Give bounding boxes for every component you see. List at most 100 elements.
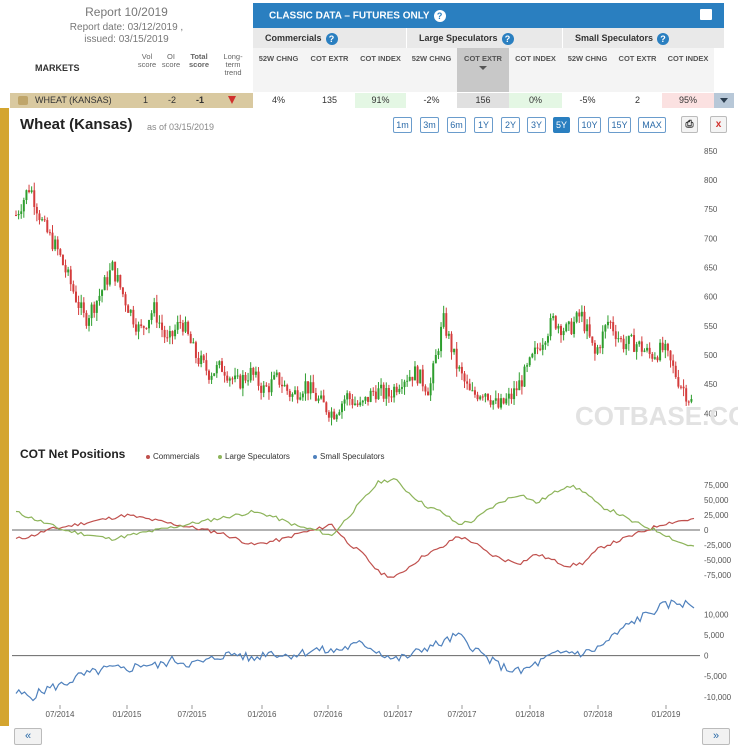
- candle-body: [301, 393, 304, 398]
- candle-body: [108, 270, 111, 285]
- range-button-3y[interactable]: 3Y: [527, 117, 546, 133]
- legend-large-speculators[interactable]: Large Speculators: [218, 452, 290, 461]
- candle-body: [189, 333, 192, 344]
- range-button-6m[interactable]: 6m: [447, 117, 466, 133]
- range-button-2y[interactable]: 2Y: [501, 117, 520, 133]
- candle-body: [679, 386, 682, 388]
- candle-body: [367, 396, 370, 402]
- vol-score-header[interactable]: Vol score: [137, 52, 157, 69]
- candle-body: [398, 388, 401, 393]
- market-name[interactable]: WHEAT (KANSAS): [35, 95, 112, 105]
- sub-header-cot-index[interactable]: COT INDEX: [662, 48, 714, 92]
- prev-button[interactable]: «: [14, 728, 42, 745]
- candle-body: [82, 302, 85, 313]
- range-button-10y[interactable]: 10Y: [578, 117, 601, 133]
- small-speculators-line: [15, 599, 695, 702]
- candle-body: [280, 384, 283, 387]
- price-y-tick: 450: [704, 380, 718, 389]
- candle-body: [59, 249, 62, 255]
- candle-body: [15, 215, 17, 217]
- next-button[interactable]: »: [702, 728, 730, 745]
- candle-body: [390, 396, 393, 398]
- candle-body: [364, 396, 367, 401]
- question-icon[interactable]: ?: [325, 32, 338, 45]
- question-icon[interactable]: ?: [501, 32, 514, 45]
- candle-body: [95, 300, 98, 313]
- sub-header-cot-extr-sorted[interactable]: COT EXTR: [457, 48, 509, 92]
- close-button[interactable]: x: [710, 116, 727, 133]
- candle-body: [147, 320, 150, 329]
- legend-small-speculators[interactable]: Small Speculators: [313, 452, 384, 461]
- sub-header-52w[interactable]: 52W CHNG: [562, 48, 613, 92]
- sub-header-cot-extr[interactable]: COT EXTR: [613, 48, 662, 92]
- candle-body: [309, 382, 312, 394]
- sub-header-52w[interactable]: 52W CHNG: [406, 48, 457, 92]
- candle-body: [567, 321, 570, 325]
- x-tick-label: 01/2018: [516, 710, 545, 719]
- question-icon[interactable]: ?: [433, 10, 446, 22]
- candle-body: [463, 373, 466, 382]
- watermark: COTBASE.COM: [575, 401, 738, 431]
- candle-body: [348, 393, 351, 400]
- oi-score-header[interactable]: OI score: [161, 52, 181, 69]
- candle-body: [145, 327, 148, 329]
- candle-body: [35, 206, 38, 214]
- group-small-speculators: Small Speculators?: [562, 28, 724, 48]
- candle-body: [213, 373, 216, 376]
- range-button-15y[interactable]: 15Y: [608, 117, 631, 133]
- candle-body: [513, 388, 516, 400]
- candle-body: [132, 309, 135, 325]
- range-button-1m[interactable]: 1m: [393, 117, 412, 133]
- candle-body: [619, 338, 622, 340]
- market-row[interactable]: WHEAT (KANSAS) 1 -2 -1: [10, 93, 253, 108]
- range-button-max[interactable]: MAX: [638, 117, 666, 133]
- candle-body: [124, 294, 127, 306]
- chart-title: Wheat (Kansas): [20, 116, 133, 133]
- candle-body: [664, 343, 667, 351]
- trend-header[interactable]: Long-term trend: [223, 52, 243, 77]
- candle-body: [236, 375, 239, 377]
- range-button-3m[interactable]: 3m: [420, 117, 439, 133]
- candle-body: [30, 190, 33, 193]
- candle-body: [468, 383, 471, 391]
- legend-commercials[interactable]: Commercials: [146, 452, 200, 461]
- candle-body: [184, 321, 187, 332]
- chevron-down-icon: [720, 98, 728, 103]
- printer-icon[interactable]: ⎙: [681, 116, 698, 133]
- price-y-tick: 550: [704, 322, 718, 331]
- range-button-1y[interactable]: 1Y: [474, 117, 493, 133]
- report-title: Report 10/2019: [85, 5, 168, 19]
- group-large-speculators: Large Speculators?: [406, 28, 562, 48]
- candle-body: [411, 376, 414, 381]
- x-tick-label: 01/2015: [113, 710, 142, 719]
- candle-body: [226, 375, 229, 381]
- candle-body: [497, 398, 500, 408]
- sub-header-52w[interactable]: 52W CHNG: [253, 48, 304, 92]
- range-button-5y[interactable]: 5Y: [553, 117, 570, 133]
- candle-body: [257, 371, 260, 386]
- expand-row-button[interactable]: [714, 93, 734, 108]
- candle-body: [278, 372, 281, 385]
- candle-body: [252, 367, 255, 375]
- candle-body: [161, 322, 164, 330]
- sub-header-cot-index[interactable]: COT INDEX: [355, 48, 406, 92]
- sub-header-cot-extr[interactable]: COT EXTR: [304, 48, 355, 92]
- candle-body: [604, 325, 607, 332]
- candle-body: [481, 396, 484, 398]
- printer-icon[interactable]: [700, 9, 712, 20]
- sub-header-cot-index[interactable]: COT INDEX: [509, 48, 562, 92]
- small-spec-52w: -5%: [562, 93, 613, 108]
- chart-asof: as of 03/15/2019: [147, 122, 215, 132]
- question-icon[interactable]: ?: [657, 32, 670, 45]
- candle-body: [207, 370, 210, 380]
- candle-body: [494, 398, 497, 401]
- total-score-header[interactable]: Total score: [188, 52, 209, 69]
- candle-body: [234, 375, 237, 380]
- markets-header[interactable]: MARKETS: [35, 63, 80, 73]
- large-spec-52w: -2%: [406, 93, 457, 108]
- candle-body: [380, 384, 383, 389]
- candle-body: [560, 325, 563, 336]
- candle-body: [473, 390, 476, 395]
- candle-body: [202, 355, 205, 361]
- wheat-icon: [18, 96, 28, 105]
